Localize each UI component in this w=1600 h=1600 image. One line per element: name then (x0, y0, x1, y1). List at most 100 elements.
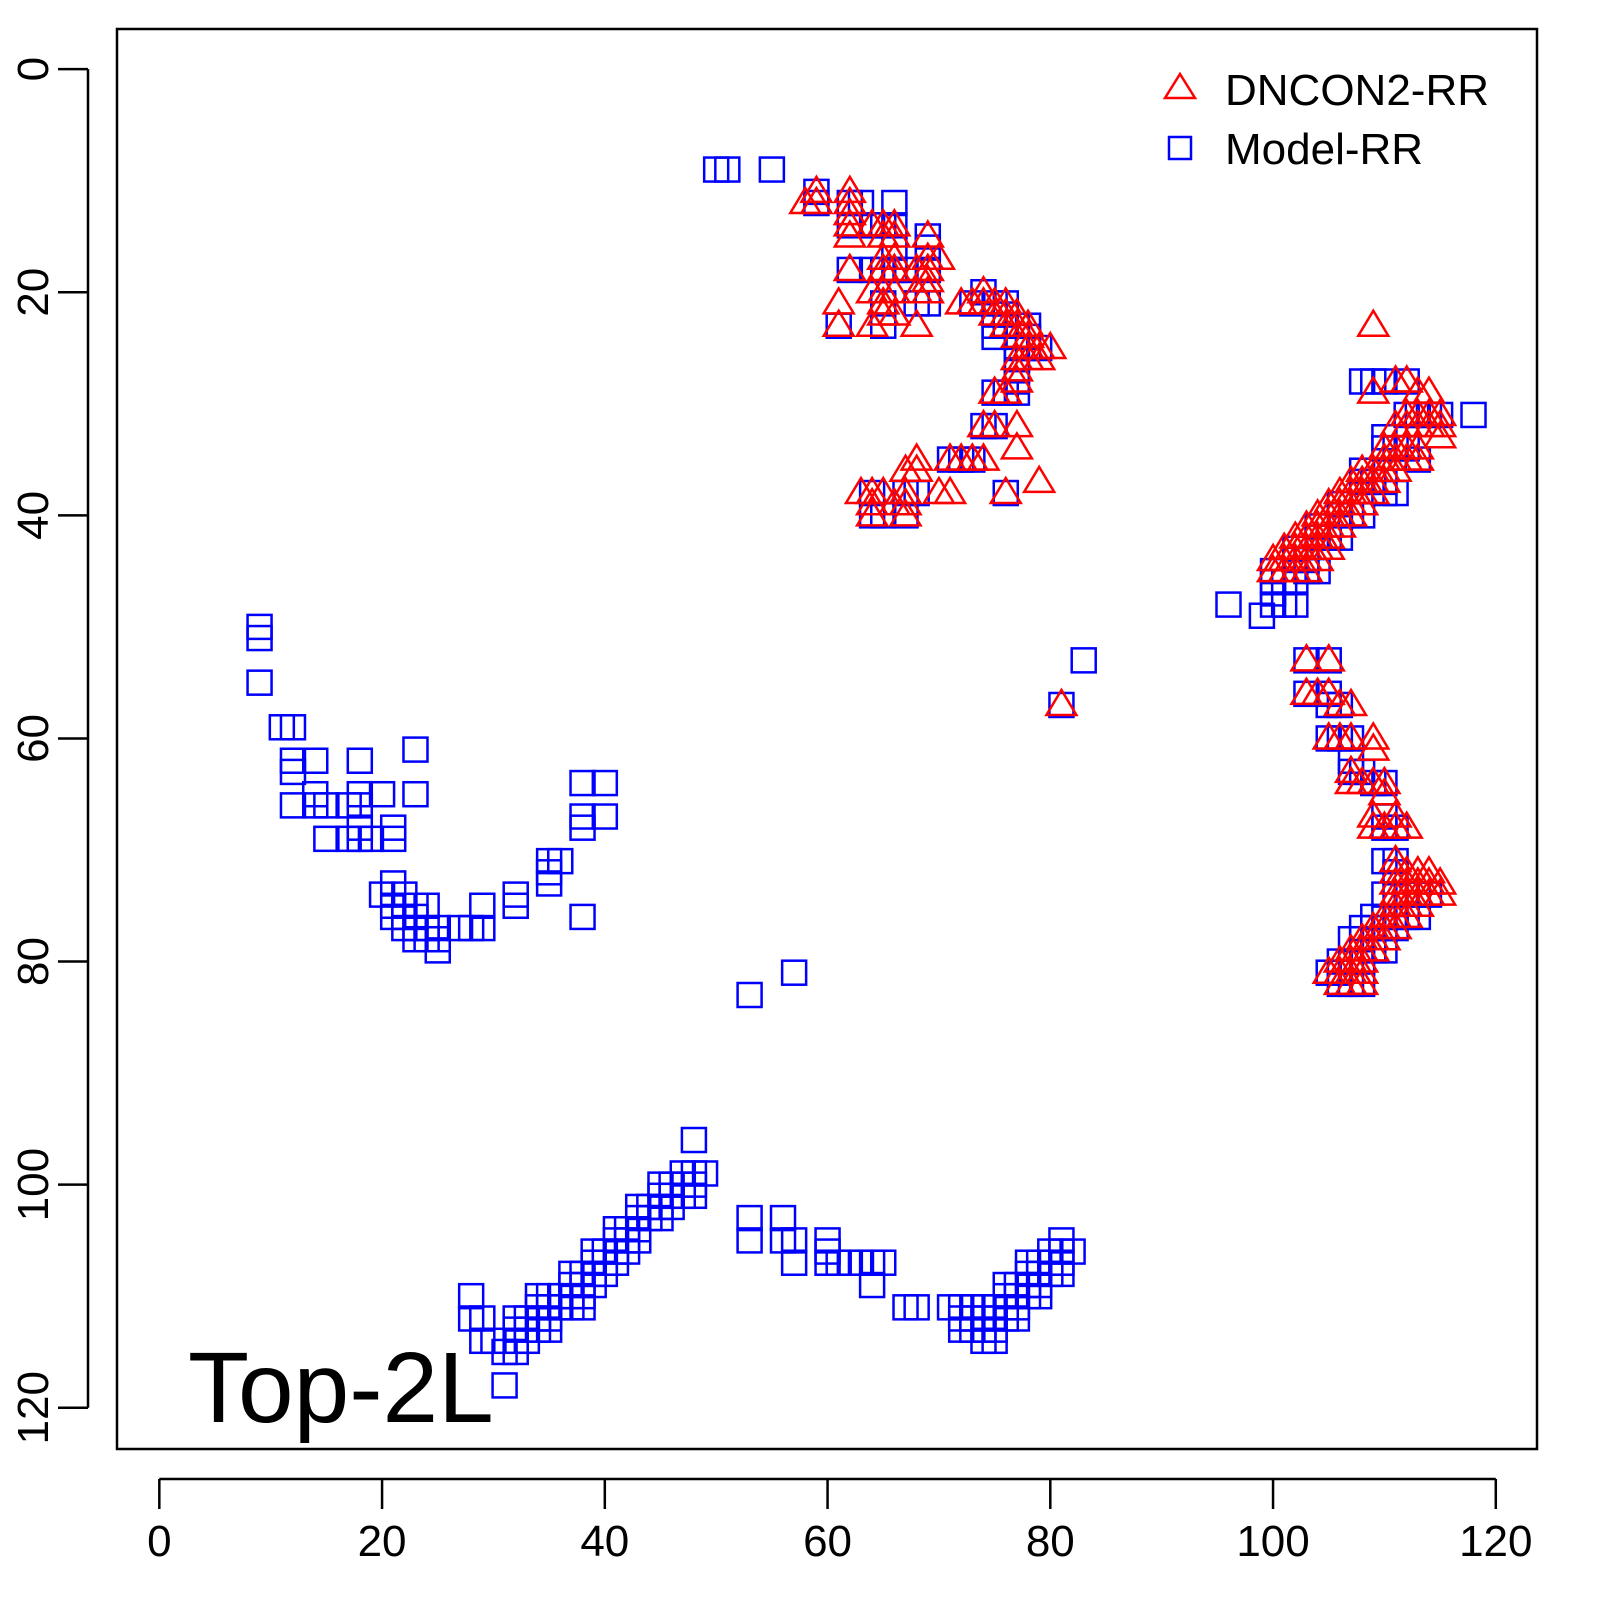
model-rr-point (1048, 691, 1075, 719)
dncon2-rr-point (1333, 754, 1369, 784)
dncon2-rr-point (877, 219, 912, 248)
dncon2-rr-point (821, 308, 856, 337)
model-rr-point (869, 1249, 897, 1276)
dncon2-rr-point (988, 375, 1023, 404)
dncon2-rr-point (832, 207, 868, 237)
dncon2-rr-point (1010, 319, 1046, 349)
dncon2-rr-point (1378, 799, 1413, 828)
x-tick-label: 0 (147, 1517, 171, 1566)
dncon2-rr-point (832, 196, 868, 226)
dncon2-rr-point (1378, 843, 1413, 873)
dncon2-rr-point (1367, 464, 1402, 494)
y-tick-label: 100 (9, 1148, 58, 1221)
dncon2-rr-point (1311, 531, 1346, 561)
dncon2-rr-point (832, 185, 868, 215)
dncon2-rr-point (799, 185, 834, 215)
dncon2-rr-point (877, 241, 912, 271)
x-axis: 0 20 40 60 80 100 120 (147, 1477, 1533, 1566)
y-tick-label: 0 (9, 57, 58, 81)
dncon2-rr-point (1389, 810, 1424, 839)
model-rr-point (346, 747, 374, 775)
dncon2-rr-point (821, 285, 856, 315)
dncon2-rr-point (1389, 364, 1424, 393)
x-tick-label: 120 (1459, 1517, 1532, 1566)
dncon2-rr-point (1411, 375, 1447, 404)
dncon2-rr-point (932, 475, 968, 505)
dncon2-rr-point (999, 364, 1035, 393)
legend-label-model: Model-RR (1225, 125, 1423, 174)
dncon2-rr-point (899, 453, 934, 482)
model-rr-point (591, 769, 619, 797)
y-tick-label: 20 (9, 268, 58, 317)
dncon2-rr-point (888, 475, 923, 505)
model-rr-point (780, 1249, 808, 1276)
model-rr-point (1215, 591, 1242, 618)
dncon2-rr-point (1033, 330, 1068, 360)
model-rr-point (1059, 1238, 1086, 1265)
dncon2-rr-point (1389, 899, 1424, 929)
dncon2-rr-point (999, 408, 1035, 438)
model-rr-point (502, 892, 529, 920)
dncon2-rr-point (832, 174, 868, 204)
model-rr-point (1460, 401, 1487, 429)
dncon2-rr-point (854, 486, 890, 516)
dncon2-rr-point (921, 475, 957, 505)
dncon2-rr-point (999, 297, 1035, 326)
model-rr-point (246, 624, 273, 652)
dncon2-rr-point (1333, 687, 1369, 717)
model-rr-point (569, 769, 596, 797)
dncon2-rr-point (1333, 497, 1369, 527)
dncon2-rr-point (1356, 799, 1391, 828)
dncon2-rr-point (877, 252, 912, 282)
model-rr-point (569, 903, 596, 931)
dncon2-rr-point (1356, 721, 1391, 750)
plot-frame (115, 27, 1539, 1451)
dncon2-rr-point (888, 497, 923, 527)
dncon2-rr-point (977, 408, 1012, 438)
model-rr-point (457, 1282, 485, 1310)
model-rr-point (1248, 602, 1276, 629)
model-rr-point (491, 1372, 518, 1399)
model-rr-point (547, 847, 574, 875)
dncon2-rr-point (1344, 955, 1380, 984)
plot-annotation: Top-2L (188, 1332, 494, 1444)
dncon2-rr-point (1311, 520, 1346, 549)
dncon2-rr-point (1289, 553, 1324, 583)
dncon2-rr-point (1422, 397, 1458, 427)
dncon2-rr-point (966, 274, 1001, 304)
dncon2-rr-point (1422, 866, 1458, 895)
dncon2-rr-point (1378, 453, 1413, 482)
model-rr-point (680, 1126, 708, 1154)
model-rr-point (368, 780, 396, 808)
model-rr-point (903, 1294, 930, 1321)
dncon2-rr-point (1010, 308, 1046, 337)
dncon2-rr-point (1356, 932, 1391, 962)
x-tick-label: 20 (358, 1517, 407, 1566)
dncon2-rr-point (1400, 442, 1436, 471)
model-rr-point (736, 981, 763, 1009)
x-tick-label: 100 (1236, 1517, 1309, 1566)
model-rr-point (301, 747, 329, 775)
model-rr-point (736, 1204, 763, 1232)
model-rr-point (402, 780, 429, 808)
model-rr-point (469, 914, 496, 942)
dncon2-rr-point (877, 297, 912, 326)
dncon2-rr-point (1422, 408, 1458, 438)
dncon2-rr-point (921, 241, 957, 271)
model-rr-point (591, 803, 619, 830)
model-rr-point (691, 1160, 719, 1187)
dncon2-rr-point (1311, 642, 1346, 672)
dncon2-rr-point (1311, 676, 1346, 706)
model-rr-point (313, 825, 340, 853)
dncon2-rr-point (899, 308, 934, 337)
model-rr-point (279, 792, 307, 819)
y-axis: 0 20 40 60 80 100 120 (9, 57, 90, 1444)
series-dncon2-rr (788, 174, 1458, 996)
dncon2-rr-point (1400, 430, 1436, 460)
dncon2-rr-point (1344, 944, 1380, 973)
model-rr-point (246, 669, 273, 696)
dncon2-rr-point (1367, 765, 1402, 795)
x-tick-label: 80 (1026, 1517, 1075, 1566)
dncon2-rr-point (1344, 966, 1380, 996)
model-rr-point (769, 1204, 797, 1232)
